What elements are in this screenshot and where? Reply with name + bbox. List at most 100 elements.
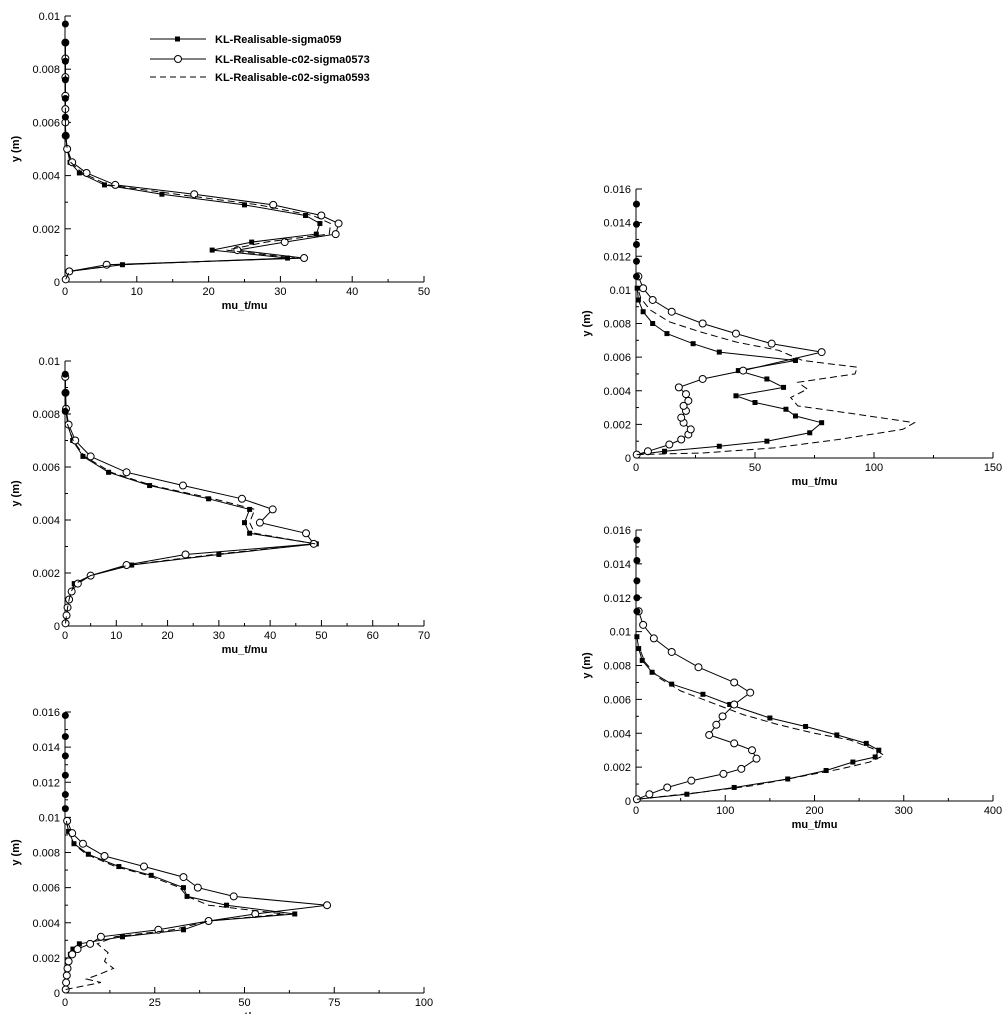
data-point-circle [705,730,714,739]
data-point-square [834,732,840,738]
data-point-square [116,864,122,870]
data-point-square [752,400,758,406]
data-point-square [781,384,787,390]
data-point-circle [62,971,71,980]
data-point-circle [86,452,95,461]
x-axis-title: mu_t/mu [792,819,838,831]
data-point-circle [86,939,95,948]
data-point-square [85,851,91,857]
data-point-square [249,239,255,245]
y-tick-label: 0.008 [603,319,631,331]
data-point-circle [82,168,91,177]
data-point-square [70,946,76,952]
data-point-overlap [61,76,69,84]
data-point-circle [767,339,776,348]
legend: KL-Realisable-sigma059 KL-Realisable-c02… [150,34,370,84]
data-point-circle [643,447,652,456]
data-point-circle [111,180,120,189]
data-point-circle [739,366,748,375]
data-point-circle [100,852,109,861]
data-point-square [639,657,645,663]
y-tick-label: 0.008 [32,848,60,860]
data-point-circle [674,383,683,392]
data-point-square [247,530,253,536]
data-point-square [224,902,230,908]
data-point-overlap [61,752,69,760]
data-point-circle [677,435,686,444]
data-point-circle [730,678,739,687]
data-point-square [803,723,809,729]
data-point-circle [730,739,739,748]
data-point-circle [649,634,658,643]
data-point-circle [73,945,82,954]
data-point-overlap [61,57,69,65]
data-point-circle [181,550,190,559]
data-point-circle [122,468,131,477]
data-point-square [823,768,829,774]
data-point-overlap [632,200,640,208]
data-point-square [664,331,670,337]
data-point-square [764,376,770,382]
data-point-circle [269,200,278,209]
data-point-square [767,715,773,721]
data-point-overlap [61,20,69,28]
data-point-circle [122,561,131,570]
y-tick-label: 0.012 [603,251,631,263]
data-point-circle [694,663,703,672]
x-tick-label: 100 [865,462,883,474]
data-point-circle [71,436,80,445]
data-point-square [101,182,107,188]
data-point-square [636,646,642,652]
series-line-3 [636,286,917,456]
data-point-square [119,262,125,268]
data-point-overlap [633,594,641,602]
data-point-circle [645,790,654,799]
x-tick-label: 10 [131,286,143,298]
data-point-overlap [633,607,641,615]
x-tick-label: 200 [805,805,823,817]
y-tick-label: 0.006 [603,352,631,364]
series-line-1 [636,288,823,456]
data-point-circle [229,892,238,901]
data-point-circle [302,529,311,538]
data-point-circle [268,505,277,514]
data-point-circle [679,401,688,410]
data-point-circle [154,925,163,934]
data-point-square [731,784,737,790]
data-point-square [76,170,82,176]
data-point-circle [681,390,690,399]
y-tick-label: 0.01 [39,11,60,23]
data-point-circle [179,873,188,882]
data-point-square [727,701,733,707]
y-tick-label: 0 [625,453,631,465]
series-line-2 [636,276,822,456]
data-point-overlap [633,577,641,585]
data-point-circle [752,754,761,763]
data-point-circle [731,329,740,338]
data-point-square [80,453,86,459]
data-point-square [313,231,319,237]
series-line-2 [636,611,758,800]
data-point-overlap [61,733,69,741]
data-point-circle [698,319,707,328]
data-point-square [180,927,186,933]
data-point-square [76,941,82,947]
data-point-square [285,255,291,261]
y-tick-label: 0.004 [32,918,60,930]
y-tick-label: 0.008 [32,64,60,76]
data-point-square [649,669,655,675]
x-tick-label: 0 [633,805,639,817]
series-line-3 [64,376,316,624]
x-axis-title: mu_t/mu [222,300,268,312]
x-tick-label: 10 [110,630,122,642]
y-tick-label: 0.002 [32,953,60,965]
y-tick-label: 0.01 [610,285,631,297]
y-tick-label: 0.014 [603,218,631,230]
data-point-square [792,413,798,419]
data-point-circle [667,307,676,316]
chart-panel-4: 0 50 100 150 0 0.002 0.004 0.006 0.008 0.01 0.012 0… [581,184,1002,488]
data-point-circle [334,219,343,228]
y-axis-title: y (m) [581,310,593,337]
data-point-circle [193,883,202,892]
